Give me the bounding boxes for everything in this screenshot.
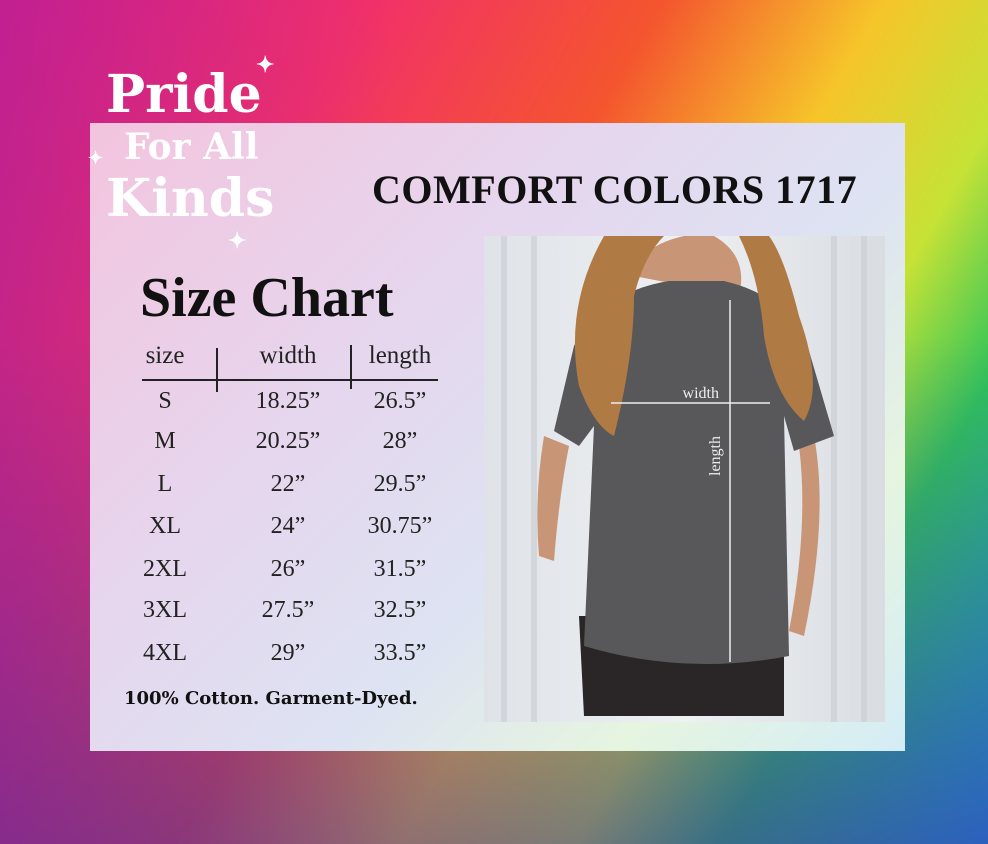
column-header-length: length: [368, 342, 432, 369]
size-cell: L: [157, 471, 173, 497]
length-cell: 32.5”: [373, 597, 427, 623]
width-cell: 29”: [270, 640, 306, 666]
size-cell: XL: [149, 513, 181, 539]
logo-line-2: For All: [124, 126, 259, 168]
width-cell: 27.5”: [261, 597, 315, 623]
size-chart-title: Size Chart: [140, 267, 394, 329]
size-cell: M: [154, 428, 176, 454]
width-cell: 18.25”: [255, 388, 321, 414]
logo-line-3: Kinds: [106, 168, 275, 229]
size-cell: S: [158, 388, 172, 414]
fabric-note: 100% Cotton. Garment-Dyed.: [124, 688, 418, 709]
length-cell: 26.5”: [373, 388, 427, 414]
column-header-width: width: [259, 342, 317, 369]
header-divider: [142, 379, 438, 381]
length-cell: 30.75”: [367, 513, 433, 539]
model-photo: width length: [484, 236, 885, 722]
width-cell: 22”: [270, 471, 306, 497]
length-label: length: [707, 436, 724, 476]
size-cell: 3XL: [143, 597, 187, 623]
column-header-size: size: [145, 342, 185, 369]
sparkle-icon: ✦: [256, 52, 275, 78]
width-cell: 26”: [270, 556, 306, 582]
column-divider: [350, 345, 352, 389]
sparkle-icon: ✦: [88, 148, 104, 169]
pride-for-all-kinds-logo: Pride For All Kinds ✦ ✦ ✦: [88, 52, 310, 255]
sparkle-icon: ✦: [228, 228, 247, 254]
width-cell: 24”: [270, 513, 306, 539]
logo-line-1: Pride: [106, 64, 262, 125]
length-cell: 33.5”: [373, 640, 427, 666]
width-cell: 20.25”: [255, 428, 321, 454]
column-divider: [216, 348, 218, 392]
size-cell: 4XL: [143, 640, 187, 666]
size-cell: 2XL: [143, 556, 187, 582]
brand-title: COMFORT COLORS 1717: [372, 167, 858, 212]
length-cell: 28”: [382, 428, 418, 454]
width-label: width: [683, 385, 719, 402]
length-cell: 29.5”: [373, 471, 427, 497]
length-cell: 31.5”: [373, 556, 427, 582]
